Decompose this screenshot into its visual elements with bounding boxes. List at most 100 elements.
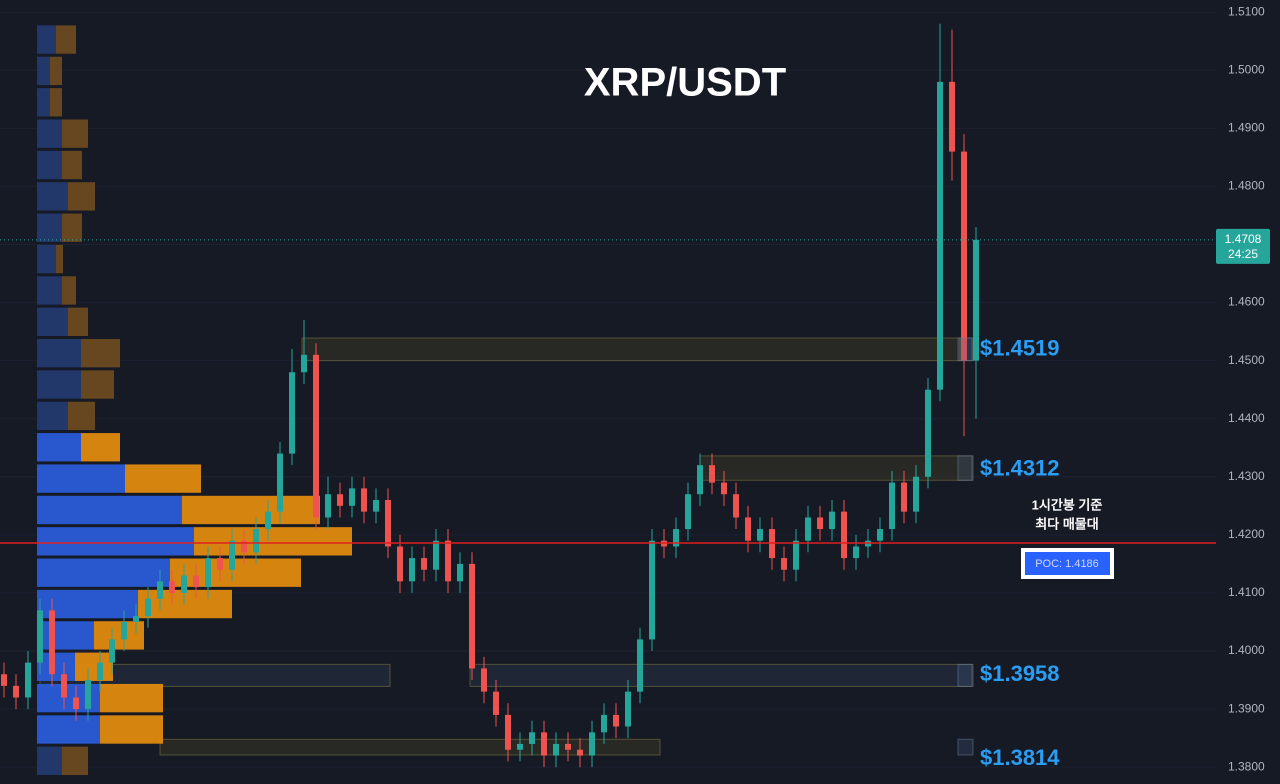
profile-buy (37, 464, 125, 493)
profile-sell (81, 370, 114, 399)
candle-body (157, 581, 163, 599)
profile-sell (100, 683, 163, 713)
candle-body (541, 732, 547, 756)
candle-body (949, 81, 955, 152)
profile-sell (138, 589, 232, 619)
profile-sell (100, 715, 163, 744)
level-zone-end (957, 337, 974, 362)
candle-body (673, 529, 679, 547)
candle-body (253, 529, 259, 553)
countdown: 24:25 (1228, 247, 1258, 261)
candle-body (781, 558, 787, 570)
profile-buy (37, 621, 94, 650)
candle-body (97, 662, 103, 681)
candle-body (421, 558, 427, 570)
candle-body (589, 732, 595, 756)
profile-sell (125, 464, 201, 493)
candle-body (637, 639, 643, 692)
candle-body (205, 558, 211, 588)
candle-body (817, 517, 823, 530)
candle-body (721, 482, 727, 495)
profile-sell (170, 558, 301, 587)
candle-body (601, 714, 607, 733)
y-tick-label: 1.4300 (1228, 469, 1265, 483)
profile-sell (62, 213, 82, 242)
candle-body (889, 482, 895, 530)
profile-buy (37, 150, 62, 180)
profile-sell (81, 433, 120, 462)
profile-sell (62, 746, 88, 776)
level-zone-end (957, 663, 974, 687)
candle-body (337, 494, 343, 506)
candle-body (277, 453, 283, 512)
y-tick-label: 1.3900 (1228, 701, 1265, 715)
level-zone-end (957, 455, 974, 481)
profile-sell (194, 527, 352, 556)
poc-note: 최다 매물대 (1035, 516, 1098, 531)
y-tick-label: 1.4600 (1228, 295, 1265, 309)
candle-body (181, 575, 187, 593)
candles (1, 23, 979, 768)
candle-body (349, 488, 355, 506)
volume-profile (37, 25, 352, 776)
y-tick-label: 1.3800 (1228, 759, 1265, 773)
candle-body (373, 500, 379, 512)
candle-body (361, 488, 367, 512)
level-zone (699, 455, 973, 481)
y-tick-label: 1.4000 (1228, 643, 1265, 657)
profile-buy (37, 527, 194, 556)
candle-body (913, 476, 919, 512)
candle-body (85, 680, 91, 710)
candle-body (877, 529, 883, 541)
profile-buy (37, 25, 56, 54)
candle-body (529, 732, 535, 744)
poc-note: 1시간봉 기준 (1032, 497, 1103, 512)
candle-body (961, 151, 967, 361)
candle-body (709, 465, 715, 483)
candle-body (517, 743, 523, 750)
level-label: $1.3958 (980, 661, 1060, 686)
profile-buy (37, 652, 75, 681)
candle-body (625, 691, 631, 727)
profile-sell (62, 119, 88, 148)
profile-sell (62, 150, 82, 180)
candle-body (925, 389, 931, 477)
candle-body (973, 239, 979, 361)
candle-body (313, 354, 319, 518)
y-tick-label: 1.4800 (1228, 179, 1265, 193)
profile-sell (62, 276, 76, 305)
profile-buy (37, 119, 62, 148)
y-tick-label: 1.4500 (1228, 353, 1265, 367)
profile-buy (37, 213, 62, 242)
profile-sell (68, 182, 95, 211)
candle-body (265, 511, 271, 530)
candle-body (745, 517, 751, 541)
candle-body (13, 685, 19, 698)
candle-body (505, 714, 511, 750)
candle-body (469, 563, 475, 669)
profile-buy (37, 433, 81, 462)
level-label: $1.3814 (980, 745, 1060, 770)
candle-body (409, 558, 415, 582)
overlay: $1.4519 $1.4312 $1.3958 $1.3814 POC: 1.4186 1… (0, 228, 1270, 770)
profile-sell (56, 25, 76, 54)
candle-body (49, 610, 55, 675)
profile-buy (37, 338, 81, 368)
chart-title: XRP/USDT (584, 61, 786, 105)
profile-sell (81, 338, 120, 368)
candle-body (853, 546, 859, 559)
candle-body (613, 714, 619, 727)
y-tick-label: 1.4200 (1228, 527, 1265, 541)
candle-body (565, 743, 571, 750)
candle-body (493, 691, 499, 715)
candle-body (301, 354, 307, 373)
candle-body (841, 511, 847, 559)
candle-body (433, 540, 439, 570)
candle-body (937, 81, 943, 390)
price-tag-label: 1.4708 (1225, 232, 1262, 246)
profile-buy (37, 307, 68, 336)
candle-body (805, 517, 811, 541)
profile-buy (37, 244, 56, 274)
grid: 1.51001.50001.49001.48001.47001.46001.45… (0, 4, 1265, 773)
candle-body (1, 674, 7, 686)
